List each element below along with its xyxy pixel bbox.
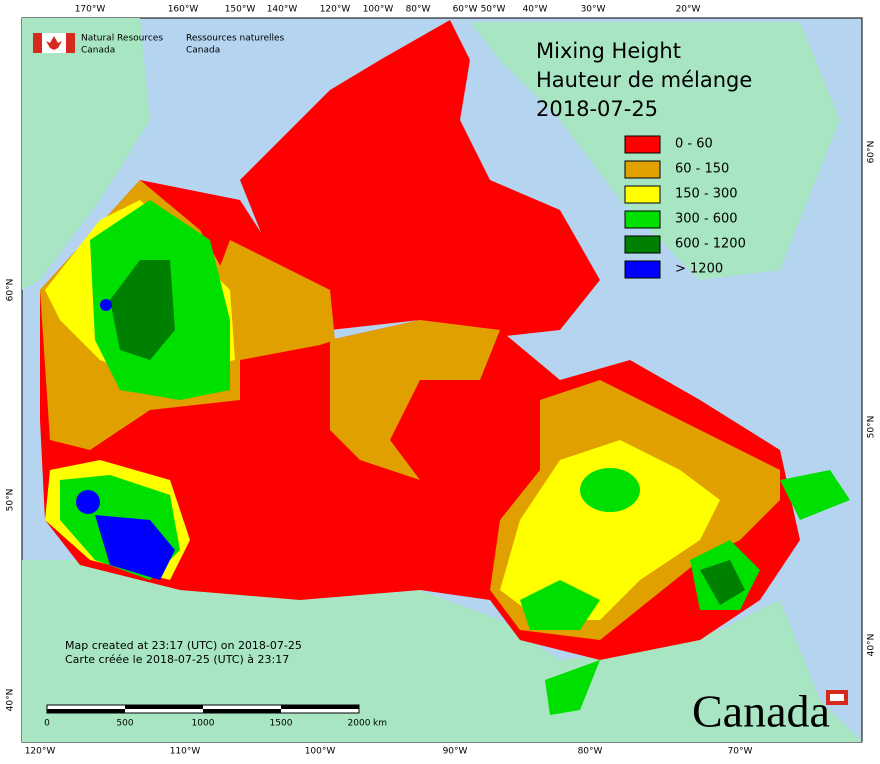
scale-label: 1500 [270,719,293,729]
left-label: 50°N [6,489,16,512]
top-label: 170°W [75,5,106,15]
right-label: 40°N [867,634,877,657]
title: Mixing Height [536,39,681,63]
legend-label: 600 - 1200 [675,237,746,252]
bottom-label: 110°W [170,747,201,757]
legend-swatch [624,235,661,254]
legend-label: 60 - 150 [675,162,729,177]
legend-swatch [624,260,661,279]
right-label: 60°N [867,141,877,164]
top-label: 50°W [481,5,506,15]
top-label: 40°W [523,5,548,15]
agency-en: Natural Resources [81,34,163,44]
canada-field [40,20,850,715]
scale-label: 0 [44,719,50,729]
left-label: 60°N [6,279,16,302]
bottom-label: 80°W [578,747,603,757]
title: 2018-07-25 [536,97,658,121]
top-label: 30°W [581,5,606,15]
top-label: 160°W [168,5,199,15]
title: Hauteur de mélange [536,68,752,92]
agency-en: Canada [81,46,115,56]
top-label: 120°W [320,5,351,15]
maple-leaf [46,36,62,50]
legend-label: 0 - 60 [675,137,713,152]
note: Carte créée le 2018-07-25 (UTC) à 23:17 [65,653,289,666]
flag-bar [66,33,75,53]
bottom-label: 90°W [443,747,468,757]
legend-label: > 1200 [675,262,723,277]
bottom-label: 100°W [305,747,336,757]
bottom-label: 120°W [25,747,56,757]
top-label: 80°W [406,5,431,15]
scale-unit: km [373,719,387,729]
agency-fr: Canada [186,46,220,56]
top-label: 140°W [267,5,298,15]
scale-label: 1000 [192,719,215,729]
top-label: 60°W [453,5,478,15]
legend-swatch [624,185,661,204]
legend-label: 150 - 300 [675,187,738,202]
wordmark: Canada [692,686,830,737]
scale-bar [46,704,360,714]
right-label: 50°N [867,416,877,439]
legend-swatch [624,210,661,229]
legend-label: 300 - 600 [675,212,738,227]
wordmark-flag [826,690,848,705]
top-label: 150°W [225,5,256,15]
top-label: 20°W [676,5,701,15]
left-label: 40°N [6,689,16,712]
scale-label: 2000 [348,719,371,729]
legend-swatch [624,160,661,179]
agency-fr: Ressources naturelles [186,34,285,44]
header: Natural Resources Canada Ressources natu… [33,33,285,56]
scale-label: 500 [116,719,133,729]
top-label: 100°W [363,5,394,15]
note: Map created at 23:17 (UTC) on 2018-07-25 [65,639,302,652]
flag-bar [33,33,42,53]
bottom-label: 70°W [728,747,753,757]
legend-swatch [624,135,661,154]
